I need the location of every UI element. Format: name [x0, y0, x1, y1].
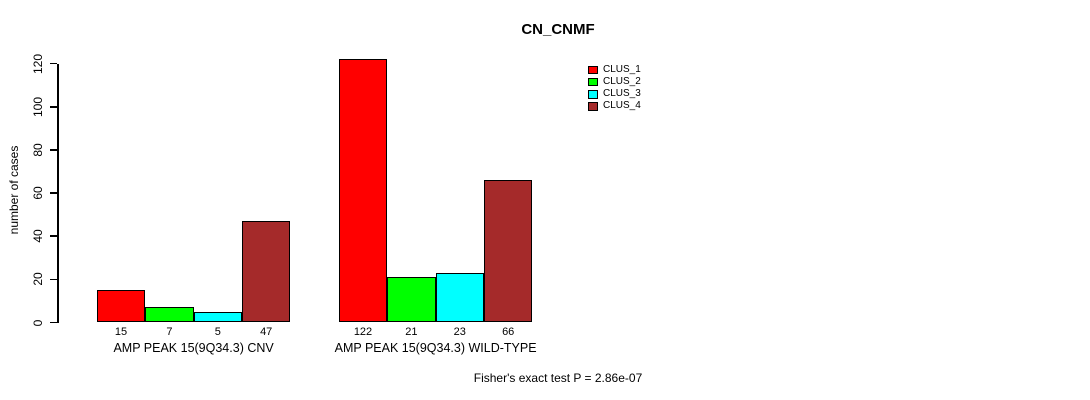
y-axis-tick — [50, 62, 57, 65]
y-axis-tick — [50, 278, 57, 281]
y-axis-tick — [50, 106, 57, 108]
bar-clus_2-group1 — [145, 307, 194, 323]
fisher-test-footnote: Fisher's exact test P = 2.86e-07 — [473, 371, 643, 385]
bar-value-label: 15 — [114, 326, 128, 338]
legend-label-clus_1: CLUS_1 — [603, 63, 641, 75]
bar-value-label: 21 — [405, 326, 418, 338]
bar-clus_4-group2 — [484, 180, 533, 323]
y-axis-tick — [50, 149, 57, 151]
y-tick-label: 40 — [31, 229, 45, 243]
y-axis-line — [57, 63, 59, 324]
y-axis-tick — [50, 192, 57, 194]
legend-label-clus_3: CLUS_3 — [603, 88, 641, 100]
bar-clus_3-group2 — [435, 272, 484, 323]
bar-clus_1-group1 — [96, 290, 146, 323]
legend-swatch-clus_4 — [588, 102, 598, 111]
bar-value-label: 47 — [260, 326, 273, 338]
y-tick-label: 80 — [31, 143, 45, 157]
chart-title: CN_CNMF — [521, 21, 595, 38]
bar-clus_3-group1 — [193, 311, 242, 323]
bar-value-label: 66 — [502, 326, 515, 338]
y-axis-tick — [50, 235, 57, 237]
y-tick-label: 20 — [31, 272, 45, 287]
legend-swatch-clus_1 — [588, 65, 598, 74]
bar-clus_2-group2 — [387, 277, 436, 323]
legend-label-clus_2: CLUS_2 — [603, 75, 641, 87]
y-tick-label: 0 — [31, 319, 45, 326]
legend-swatch-clus_3 — [588, 90, 598, 99]
bar-value-label: 7 — [166, 326, 173, 338]
bar-clus_1-group2 — [338, 59, 388, 323]
x-group-label: AMP PEAK 15(9Q34.3) CNV — [113, 340, 274, 355]
y-axis-tick — [50, 321, 57, 324]
bar-value-label: 122 — [353, 326, 373, 338]
x-group-label: AMP PEAK 15(9Q34.3) WILD-TYPE — [334, 340, 537, 355]
y-tick-label: 100 — [31, 96, 45, 117]
bar-value-label: 23 — [453, 326, 466, 338]
legend-swatch-clus_2 — [588, 77, 598, 87]
y-tick-label: 120 — [31, 53, 45, 74]
y-tick-label: 60 — [31, 186, 45, 200]
bar-clus_4-group1 — [242, 221, 291, 323]
legend-label-clus_4: CLUS_4 — [603, 100, 641, 112]
bar-value-label: 5 — [214, 326, 221, 338]
